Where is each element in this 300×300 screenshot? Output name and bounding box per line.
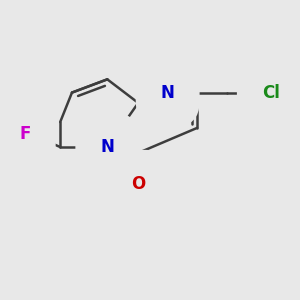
Text: N: N [100,138,114,156]
Text: N: N [161,84,175,102]
Text: O: O [131,175,145,193]
Text: Cl: Cl [262,84,280,102]
Text: F: F [20,125,31,143]
